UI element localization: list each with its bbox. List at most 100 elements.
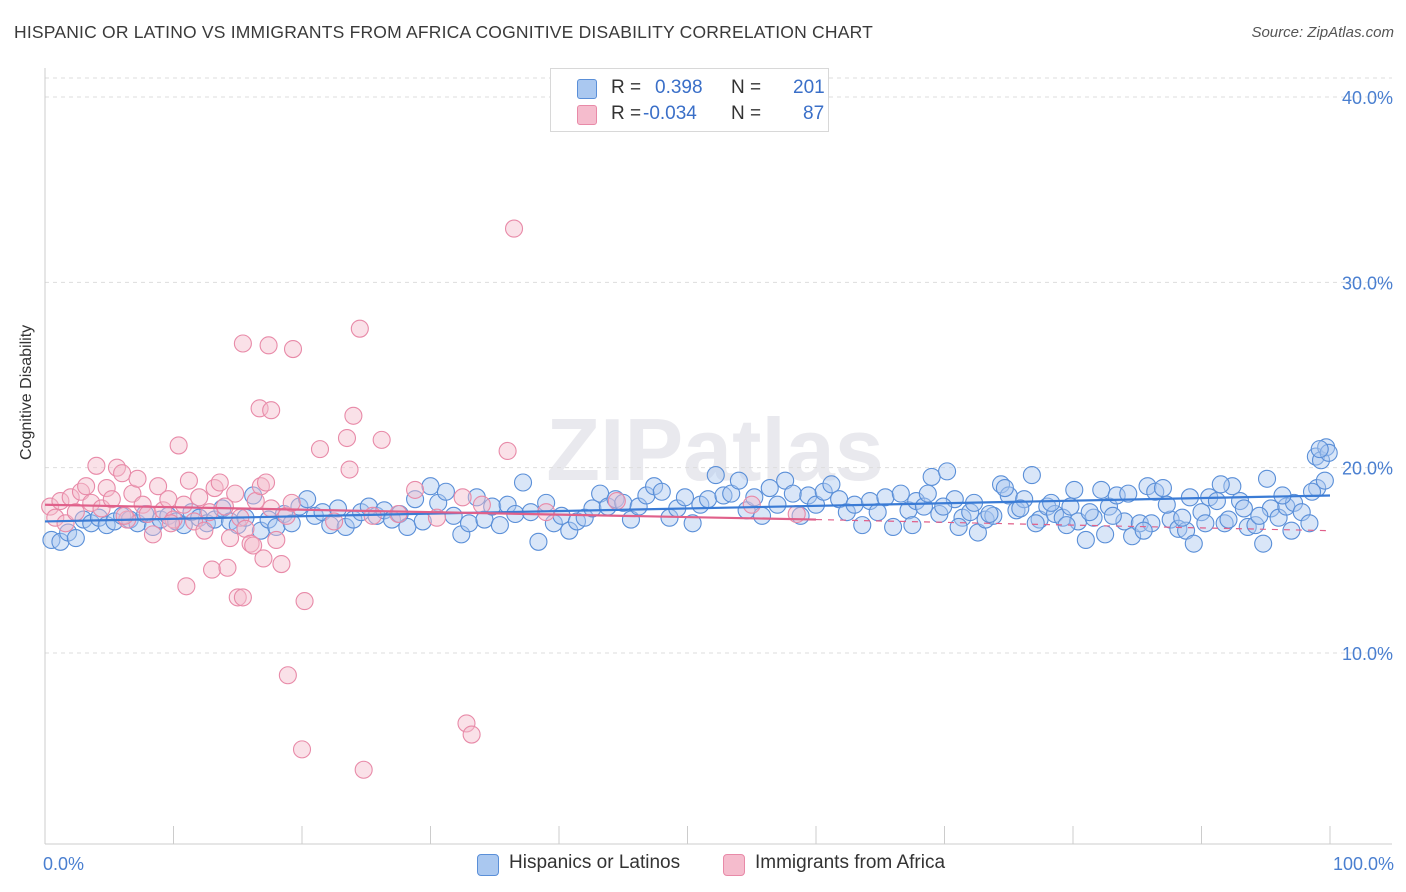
point-hispanics [1319,443,1338,462]
chart-title: HISPANIC OR LATINO VS IMMIGRANTS FROM AF… [14,22,873,42]
point-africa [325,512,344,531]
point-hispanics [336,517,355,537]
trend-line-africa [44,503,817,521]
point-africa [77,477,96,496]
point-africa [742,495,761,514]
point-hispanics [853,516,872,535]
trend-lines [44,494,1331,532]
point-hispanics [1184,534,1203,553]
point-hispanics [1250,506,1269,525]
point-africa [41,497,60,516]
point-hispanics [918,484,937,503]
point-africa [462,725,481,744]
point-africa [218,558,237,577]
point-africa [372,430,391,449]
r-label: R = [611,103,642,124]
point-hispanics [1173,508,1192,527]
point-africa [71,482,91,501]
point-hispanics [699,490,718,509]
swatch-pink [577,105,597,125]
legend-label: Immigrants from Africa [755,852,946,873]
point-africa [185,512,204,531]
stats-legend: R = 0.398 N = 201 R = -0.034 N = 87 [550,68,829,132]
n-label: N = [731,103,762,124]
point-hispanics [1026,514,1045,533]
point-hispanics [583,499,602,518]
point-hispanics [1153,479,1172,498]
x-tick-label-max: 100.0% [1333,854,1394,874]
point-hispanics [51,532,70,551]
point-hispanics [637,486,656,505]
point-africa [107,458,127,477]
point-hispanics [1310,440,1329,459]
point-africa [215,497,234,516]
point-africa [337,428,357,448]
point-africa [56,514,75,533]
point-hispanics [1302,482,1322,501]
r-label: R = [611,77,642,98]
point-hispanics [745,488,764,507]
point-hispanics [1119,484,1138,503]
point-hispanics [421,477,440,496]
point-hispanics [706,466,725,485]
point-africa [504,219,524,238]
point-africa [149,477,168,496]
point-africa [226,484,245,503]
point-hispanics [683,514,702,533]
point-africa [354,760,373,779]
point-hispanics [876,488,895,507]
point-hispanics [1254,534,1273,553]
point-africa [143,525,162,544]
x-tick-label-min: 0.0% [43,854,84,874]
point-hispanics [714,486,733,505]
point-hispanics [529,532,548,551]
n-label: N = [731,77,762,98]
tick-labels: 10.0% 20.0% 30.0% 40.0% 0.0% 100.0% [43,88,1394,874]
point-hispanics [1022,466,1041,485]
axes [44,68,1392,845]
point-hispanics [899,501,918,520]
point-hispanics [652,482,671,501]
point-hispanics [1134,521,1153,540]
point-hispanics [1300,514,1319,533]
n-value: 87 [803,103,825,124]
point-hispanics [995,479,1014,498]
point-africa [220,529,240,548]
point-hispanics [1096,525,1115,544]
y-tick-label: 10.0% [1342,644,1393,664]
point-africa [97,479,116,498]
point-hispanics [1157,495,1176,514]
point-africa [607,491,626,511]
point-hispanics [1192,503,1211,522]
point-africa [102,490,121,509]
point-africa [82,493,101,512]
r-value: 0.398 [655,77,703,98]
point-hispanics [934,497,953,516]
point-africa [278,666,297,685]
point-africa [177,577,196,596]
series-legend: Hispanics or Latinos Immigrants from Afr… [0,852,1406,878]
point-hispanics [575,508,594,527]
point-hispanics [1065,480,1084,499]
point-africa [203,560,222,579]
point-africa [133,495,152,514]
point-hispanics [980,504,999,524]
point-hispanics [1257,469,1277,488]
r-value: -0.034 [643,103,697,124]
watermark: ZIPatlas [546,400,883,499]
point-hispanics [729,471,748,490]
point-africa [267,530,286,549]
y-tick-label: 30.0% [1342,273,1393,293]
swatch-blue [577,79,597,99]
trend-line-hispanics [44,494,1331,523]
point-hispanics [1011,499,1030,518]
point-hispanics [1196,514,1215,533]
point-hispanics [783,484,802,503]
point-hispanics [1142,514,1161,533]
point-africa [113,464,132,483]
y-tick-label: 20.0% [1342,459,1393,479]
point-hispanics [1103,506,1122,525]
point-africa [210,473,229,492]
point-hispanics [1238,517,1257,537]
point-hispanics [903,516,922,535]
